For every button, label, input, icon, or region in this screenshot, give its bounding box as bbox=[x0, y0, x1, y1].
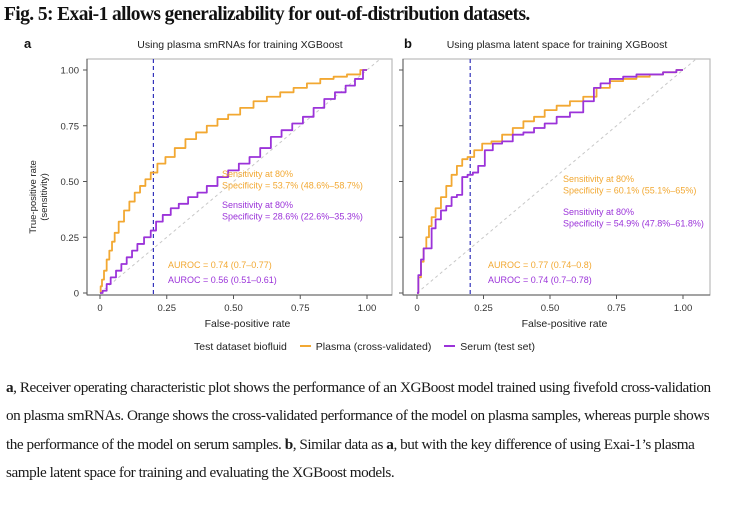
legend-swatch-serum bbox=[444, 345, 456, 348]
x-tick-label: 1.00 bbox=[358, 303, 377, 314]
chance-diagonal bbox=[416, 58, 697, 294]
x-axis-label: False-positive rate bbox=[205, 318, 291, 330]
specificity-annotation: Sensitivity at 80% bbox=[222, 169, 293, 179]
y-tick-label: 0 bbox=[74, 289, 79, 300]
x-tick-label: 0.50 bbox=[224, 303, 243, 314]
panel-a-title: Using plasma smRNAs for training XGBoost bbox=[137, 39, 343, 51]
x-tick-label: 0.75 bbox=[291, 303, 310, 314]
caption-panel-ref: a bbox=[6, 379, 14, 396]
x-tick-label: 0.75 bbox=[607, 303, 626, 314]
specificity-annotation: Specificity = 28.6% (22.6%–35.3%) bbox=[222, 212, 363, 222]
y-axis-label: (sensitivity) bbox=[39, 173, 50, 221]
x-tick-label: 0 bbox=[97, 303, 102, 314]
caption-text: , but with the key difference of using E… bbox=[6, 435, 695, 481]
auroc-annotation: AUROC = 0.56 (0.51–0.61) bbox=[168, 275, 277, 285]
figure-title: Fig. 5: Exai-1 allows generalizability f… bbox=[4, 4, 530, 25]
serum-roc-curve bbox=[100, 69, 367, 294]
roc-figure: 0 0.25 0.50 0.75 1.00 0 0.25 0.50 0.75 1.00 False-… bbox=[28, 58, 711, 330]
caption-text: , Similar data as bbox=[292, 435, 387, 453]
specificity-annotation: Sensitivity at 80% bbox=[222, 200, 293, 210]
auroc-annotation: AUROC = 0.74 (0.7–0.78) bbox=[488, 275, 592, 285]
plasma-roc-curve bbox=[417, 69, 683, 294]
figure-caption: a, Receiver operating characteristic plo… bbox=[6, 374, 726, 487]
y-tick-label: 0.50 bbox=[61, 177, 80, 188]
x-axis-label: False-positive rate bbox=[522, 318, 608, 330]
x-tick-label: 0.25 bbox=[158, 303, 177, 314]
x-tick-label: 0.50 bbox=[541, 303, 560, 314]
plasma-roc-curve bbox=[99, 69, 367, 294]
panel-a-chart: 0 0.25 0.50 0.75 1.00 0 0.25 0.50 0.75 1.00 False-… bbox=[28, 58, 393, 330]
y-tick-label: 1.00 bbox=[61, 66, 80, 77]
legend-label-plasma: Plasma (cross-validated) bbox=[315, 341, 432, 353]
auroc-annotation: AUROC = 0.74 (0.7–0.77) bbox=[168, 260, 272, 270]
legend-title: Test dataset biofluid bbox=[194, 341, 287, 353]
legend-item-plasma: Plasma (cross-validated) bbox=[299, 341, 432, 353]
panel-b-letter: b bbox=[404, 36, 412, 51]
specificity-annotation: Specificity = 54.9% (47.8%–61.8%) bbox=[563, 219, 704, 229]
x-tick-label: 0 bbox=[414, 303, 419, 314]
panel-a-letter: a bbox=[24, 36, 32, 51]
auroc-annotation: AUROC = 0.77 (0.74–0.8) bbox=[488, 260, 592, 270]
specificity-annotation: Specificity = 53.7% (48.6%–58.7%) bbox=[222, 181, 363, 191]
panel-b-chart: 0 0.25 0.50 0.75 1.00 False-positive rate Sens… bbox=[399, 58, 711, 330]
y-axis-label: True-positive rate bbox=[28, 160, 39, 234]
caption-panel-ref: a bbox=[386, 435, 394, 453]
specificity-annotation: Sensitivity at 80% bbox=[563, 207, 634, 217]
x-tick-label: 1.00 bbox=[674, 303, 693, 314]
legend-item-serum: Serum (test set) bbox=[444, 341, 535, 353]
legend-swatch-plasma bbox=[299, 345, 311, 348]
specificity-annotation: Specificity = 60.1% (55.1%–65%) bbox=[563, 186, 696, 196]
x-tick-label: 0.25 bbox=[474, 303, 493, 314]
y-tick-label: 0.75 bbox=[61, 121, 80, 132]
caption-text: , Receiver operating characteristic plot… bbox=[6, 379, 711, 453]
specificity-annotation: Sensitivity at 80% bbox=[563, 174, 634, 184]
caption-panel-ref: b bbox=[284, 435, 293, 453]
serum-roc-curve bbox=[417, 69, 683, 294]
chance-diagonal bbox=[99, 58, 381, 294]
panel-b-title: Using plasma latent space for training X… bbox=[446, 39, 668, 51]
legend: Test dataset biofluid Plasma (cross-vali… bbox=[0, 341, 729, 353]
y-tick-label: 0.25 bbox=[61, 233, 80, 244]
legend-label-serum: Serum (test set) bbox=[460, 341, 535, 353]
